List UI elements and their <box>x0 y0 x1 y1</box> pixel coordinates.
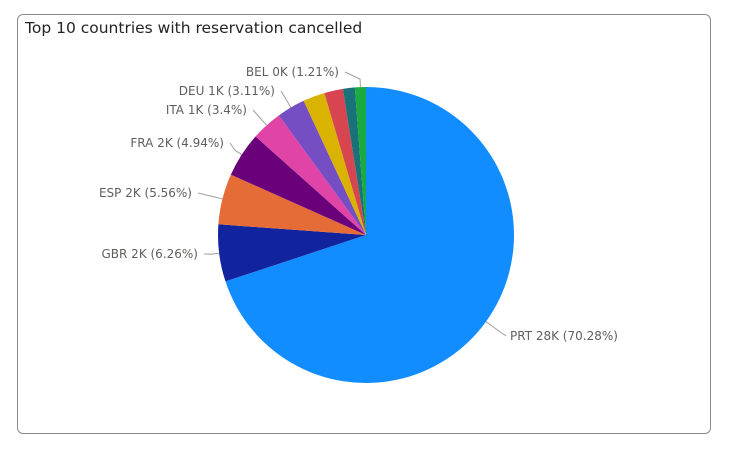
pie-slice-6[interactable] <box>303 92 366 235</box>
leader-line-1 <box>203 252 220 255</box>
pie-slice-2[interactable] <box>218 174 366 235</box>
pie-slice-7[interactable] <box>324 88 366 235</box>
leader-line-5 <box>280 90 292 108</box>
slice-label-3: FRA 2K (4.94%) <box>130 136 224 150</box>
leader-line-2 <box>197 192 223 200</box>
slice-label-9: BEL 0K (1.21%) <box>246 65 339 79</box>
pie-slice-3[interactable] <box>230 136 366 235</box>
slice-label-0: PRT 28K (70.28%) <box>510 329 618 343</box>
slice-label-2: ESP 2K (5.56%) <box>99 186 192 200</box>
leader-line-0 <box>485 321 507 337</box>
pie-slice-8[interactable] <box>342 87 366 236</box>
slice-label-4: ITA 1K (3.4%) <box>166 103 247 117</box>
pie-slice-4[interactable] <box>255 115 366 235</box>
slice-label-5: DEU 1K (3.11%) <box>179 84 275 98</box>
leader-line-4 <box>252 109 268 126</box>
chart-title: Top 10 countries with reservation cancel… <box>25 19 363 37</box>
leader-line-9 <box>344 71 361 88</box>
pie-slice-5[interactable] <box>278 100 366 235</box>
slice-label-1: GBR 2K (6.26%) <box>102 247 199 261</box>
leader-line-3 <box>229 142 243 156</box>
pie-slice-0[interactable] <box>225 87 515 384</box>
pie-slice-1[interactable] <box>218 224 366 282</box>
pie-slice-9[interactable] <box>354 87 366 235</box>
